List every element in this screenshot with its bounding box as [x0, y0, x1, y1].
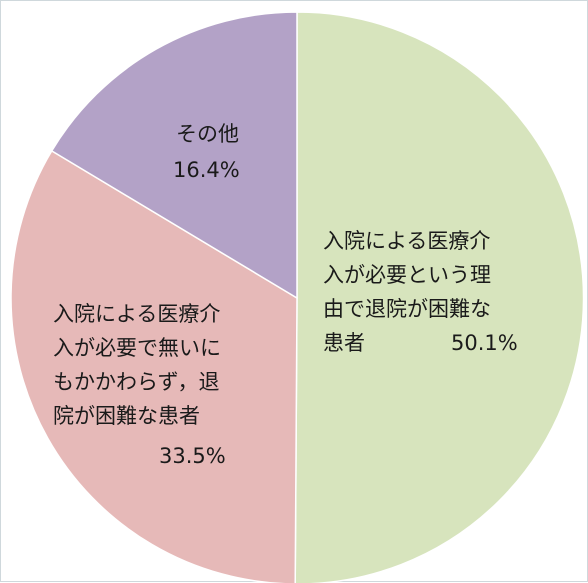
slice-value-label: 50.1%: [451, 331, 518, 355]
slice-label-line: その他: [176, 122, 239, 146]
slice-label-line: 院が困難な患者: [53, 404, 200, 428]
slice-no-medical-need: [10, 149, 298, 583]
slice-label-line: 由で退院が困難な: [323, 297, 491, 321]
pie-slices: [10, 11, 585, 583]
slice-label-line: 患者: [323, 331, 365, 355]
slice-label-line: 入院による医療介: [53, 302, 220, 326]
slice-value-label: 33.5%: [159, 444, 226, 468]
slice-label-line: 入が必要という理: [323, 263, 491, 287]
slice-label-line: 入院による医療介: [323, 229, 490, 253]
slice-medical-need: [294, 11, 585, 583]
slice-label-medical-need: 入院による医療介 入が必要という理 由で退院が困難な 患者 50.1%: [323, 229, 518, 355]
slice-label-other: その他 16.4%: [173, 122, 240, 182]
slice-label-line: もかかわらず，退: [53, 370, 220, 394]
slice-label-line: 入が必要で無いに: [53, 336, 221, 360]
slice-label-no-medical-need: 入院による医療介 入が必要で無いに もかかわらず，退 院が困難な患者 33.5%: [53, 302, 226, 468]
slice-value-label: 16.4%: [173, 158, 240, 182]
slice-other: [50, 11, 298, 300]
